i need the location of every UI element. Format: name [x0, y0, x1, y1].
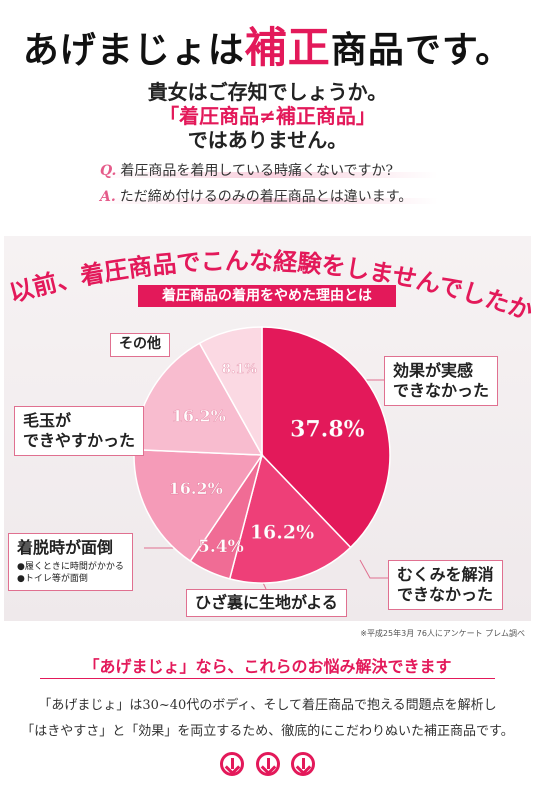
solution-title: 「あげまじょ」なら、これらのお悩み解決できます	[83, 657, 452, 676]
pie-slice	[228, 453, 352, 584]
callout-swelling: むくみを解消 できなかった	[388, 560, 503, 610]
headline: あげまじょは補正商品です。	[0, 14, 535, 75]
solution-body-2: 「はきやすさ」と「効果」を両立するため、徹底的にこだわりぬいた補正商品です。	[21, 724, 514, 739]
q-underline	[98, 172, 438, 178]
pie-slice	[261, 326, 391, 549]
callout-swelling-2: できなかった	[397, 585, 494, 604]
pie-slice-label: 37.8%	[290, 416, 365, 442]
callout-hassle-sub2: ●トイレ等が面倒	[17, 574, 88, 585]
q-mark: Q.	[100, 163, 117, 179]
headline-post: 商品です。	[330, 30, 513, 71]
pie-slice	[133, 448, 264, 563]
callout-pilling-2: できやすかった	[23, 431, 136, 450]
down-arrow-icon[interactable]	[290, 752, 315, 776]
a-text: ただ締め付けるのみの着圧商品とは違います。	[119, 189, 413, 205]
headline-highlight: 補正	[244, 23, 331, 72]
down-arrows	[0, 752, 535, 780]
solution-body-1: 「あげまじょ」は30~40代のボディ、そして着圧商品で抱える問題点を解析し	[38, 698, 497, 713]
solution-divider	[40, 678, 495, 679]
a-mark: A.	[100, 189, 116, 205]
callout-hassle-sub1: ●履くときに時間がかかる	[17, 562, 124, 572]
pie-slice-label: 5.4%	[198, 537, 244, 557]
question: Q. 着圧商品を着用している時痛くないですか?	[100, 160, 393, 180]
callout-swelling-1: むくみを解消	[397, 565, 494, 584]
chart-banner: 着圧商品の着用をやめた理由とは	[138, 285, 396, 307]
answer: A. ただ締め付けるのみの着圧商品とは違います。	[100, 186, 412, 206]
callout-other: その他	[110, 333, 170, 357]
q-text: 着圧商品を着用している時痛くないですか?	[120, 163, 394, 179]
callout-pilling: 毛玉が できやすかった	[14, 406, 145, 456]
subhead-1: 貴女はご存知でしょうか。	[147, 80, 388, 104]
arc-heading: 以前、着圧商品でこんな経験をしませんでしたか?	[0, 220, 535, 326]
callout-no-effect-2: できなかった	[393, 381, 490, 400]
callout-no-effect-1: 効果が実感	[393, 361, 474, 380]
pie-slice-label: 8.1%	[222, 362, 258, 377]
callout-pilling-1: 毛玉が	[23, 411, 72, 430]
pie-slice-label: 16.2%	[172, 407, 226, 426]
subhead-2: 「着圧商品≠補正商品」	[159, 104, 376, 128]
a-underline	[98, 198, 438, 204]
callout-hassle: 着脱時が面倒 ●履くときに時間がかかる ●トイレ等が面倒	[8, 533, 133, 591]
down-arrow-icon[interactable]	[220, 752, 245, 776]
callout-knee: ひざ裏に生地がよる	[186, 589, 347, 617]
pie-slice-label: 16.2%	[250, 521, 314, 543]
headline-pre: あげまじょは	[22, 30, 245, 71]
callout-hassle-title: 着脱時が面倒	[17, 538, 114, 557]
down-arrow-icon[interactable]	[255, 752, 280, 776]
subhead-3: ではありません。	[187, 128, 348, 152]
survey-note: ※平成25年3月 76人にアンケート プレム調べ	[360, 629, 525, 638]
callout-no-effect: 効果が実感 できなかった	[384, 356, 499, 406]
pie-slice	[198, 326, 263, 458]
pie-slice-label: 16.2%	[169, 479, 223, 498]
